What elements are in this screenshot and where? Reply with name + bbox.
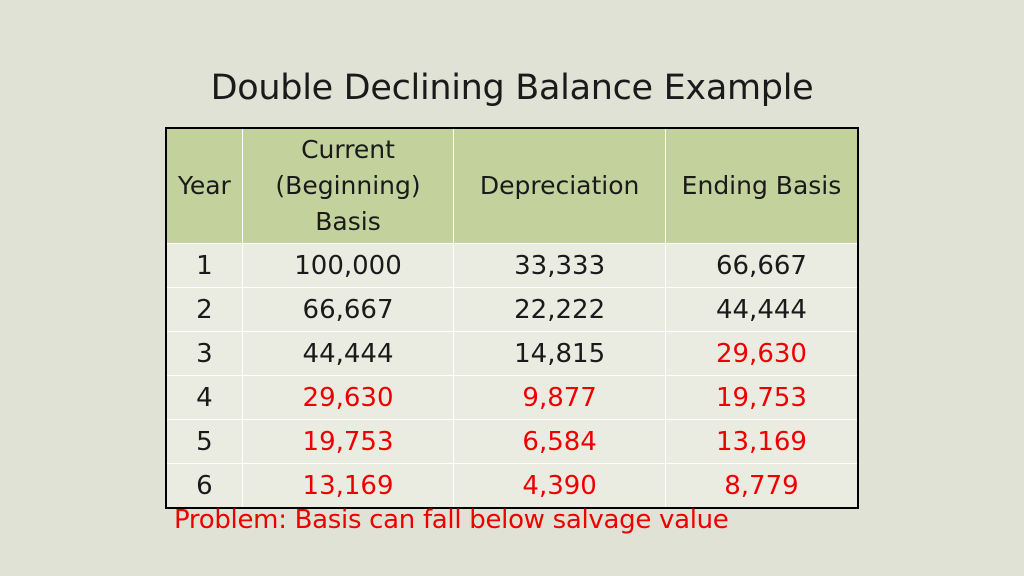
- table-row: 6 13,169 4,390 8,779: [166, 463, 858, 508]
- table-row: 1 100,000 33,333 66,667: [166, 243, 858, 288]
- year-cell: 2: [166, 287, 243, 332]
- table-body: 1 100,000 33,333 66,667 2 66,667 22,222 44,444 3…: [166, 243, 858, 508]
- year-cell: 3: [166, 331, 243, 376]
- table-row: 4 29,630 9,877 19,753: [166, 375, 858, 420]
- table-row: 2 66,667 22,222 44,444: [166, 287, 858, 332]
- problem-note: Problem: Basis can fall below salvage va…: [174, 505, 729, 535]
- ending-basis-cell: 29,630: [665, 331, 858, 376]
- slide-title: Double Declining Balance Example: [210, 68, 814, 108]
- year-cell: 1: [166, 243, 243, 288]
- ending-basis-cell: 13,169: [665, 419, 858, 464]
- header-ending-basis: Ending Basis: [665, 128, 858, 244]
- depreciation-cell: 33,333: [453, 243, 666, 288]
- depreciation-cell: 22,222: [453, 287, 666, 332]
- ending-basis-cell: 44,444: [665, 287, 858, 332]
- current-basis-cell: 100,000: [242, 243, 455, 288]
- table-header-row: Year Current (Beginning) Basis Depreciat…: [166, 128, 858, 244]
- year-cell: 6: [166, 463, 243, 508]
- table-row: 5 19,753 6,584 13,169: [166, 419, 858, 464]
- depreciation-cell: 4,390: [453, 463, 666, 508]
- depreciation-cell: 6,584: [453, 419, 666, 464]
- year-cell: 5: [166, 419, 243, 464]
- ending-basis-cell: 19,753: [665, 375, 858, 420]
- year-cell: 4: [166, 375, 243, 420]
- current-basis-cell: 66,667: [242, 287, 455, 332]
- depreciation-table: Year Current (Beginning) Basis Depreciat…: [165, 127, 859, 509]
- table-row: 3 44,444 14,815 29,630: [166, 331, 858, 376]
- current-basis-cell: 44,444: [242, 331, 455, 376]
- current-basis-cell: 29,630: [242, 375, 455, 420]
- ending-basis-cell: 8,779: [665, 463, 858, 508]
- header-current-basis: Current (Beginning) Basis: [242, 128, 455, 244]
- ending-basis-cell: 66,667: [665, 243, 858, 288]
- current-basis-cell: 19,753: [242, 419, 455, 464]
- header-depreciation: Depreciation: [453, 128, 666, 244]
- depreciation-cell: 14,815: [453, 331, 666, 376]
- depreciation-cell: 9,877: [453, 375, 666, 420]
- header-year: Year: [166, 128, 243, 244]
- current-basis-cell: 13,169: [242, 463, 455, 508]
